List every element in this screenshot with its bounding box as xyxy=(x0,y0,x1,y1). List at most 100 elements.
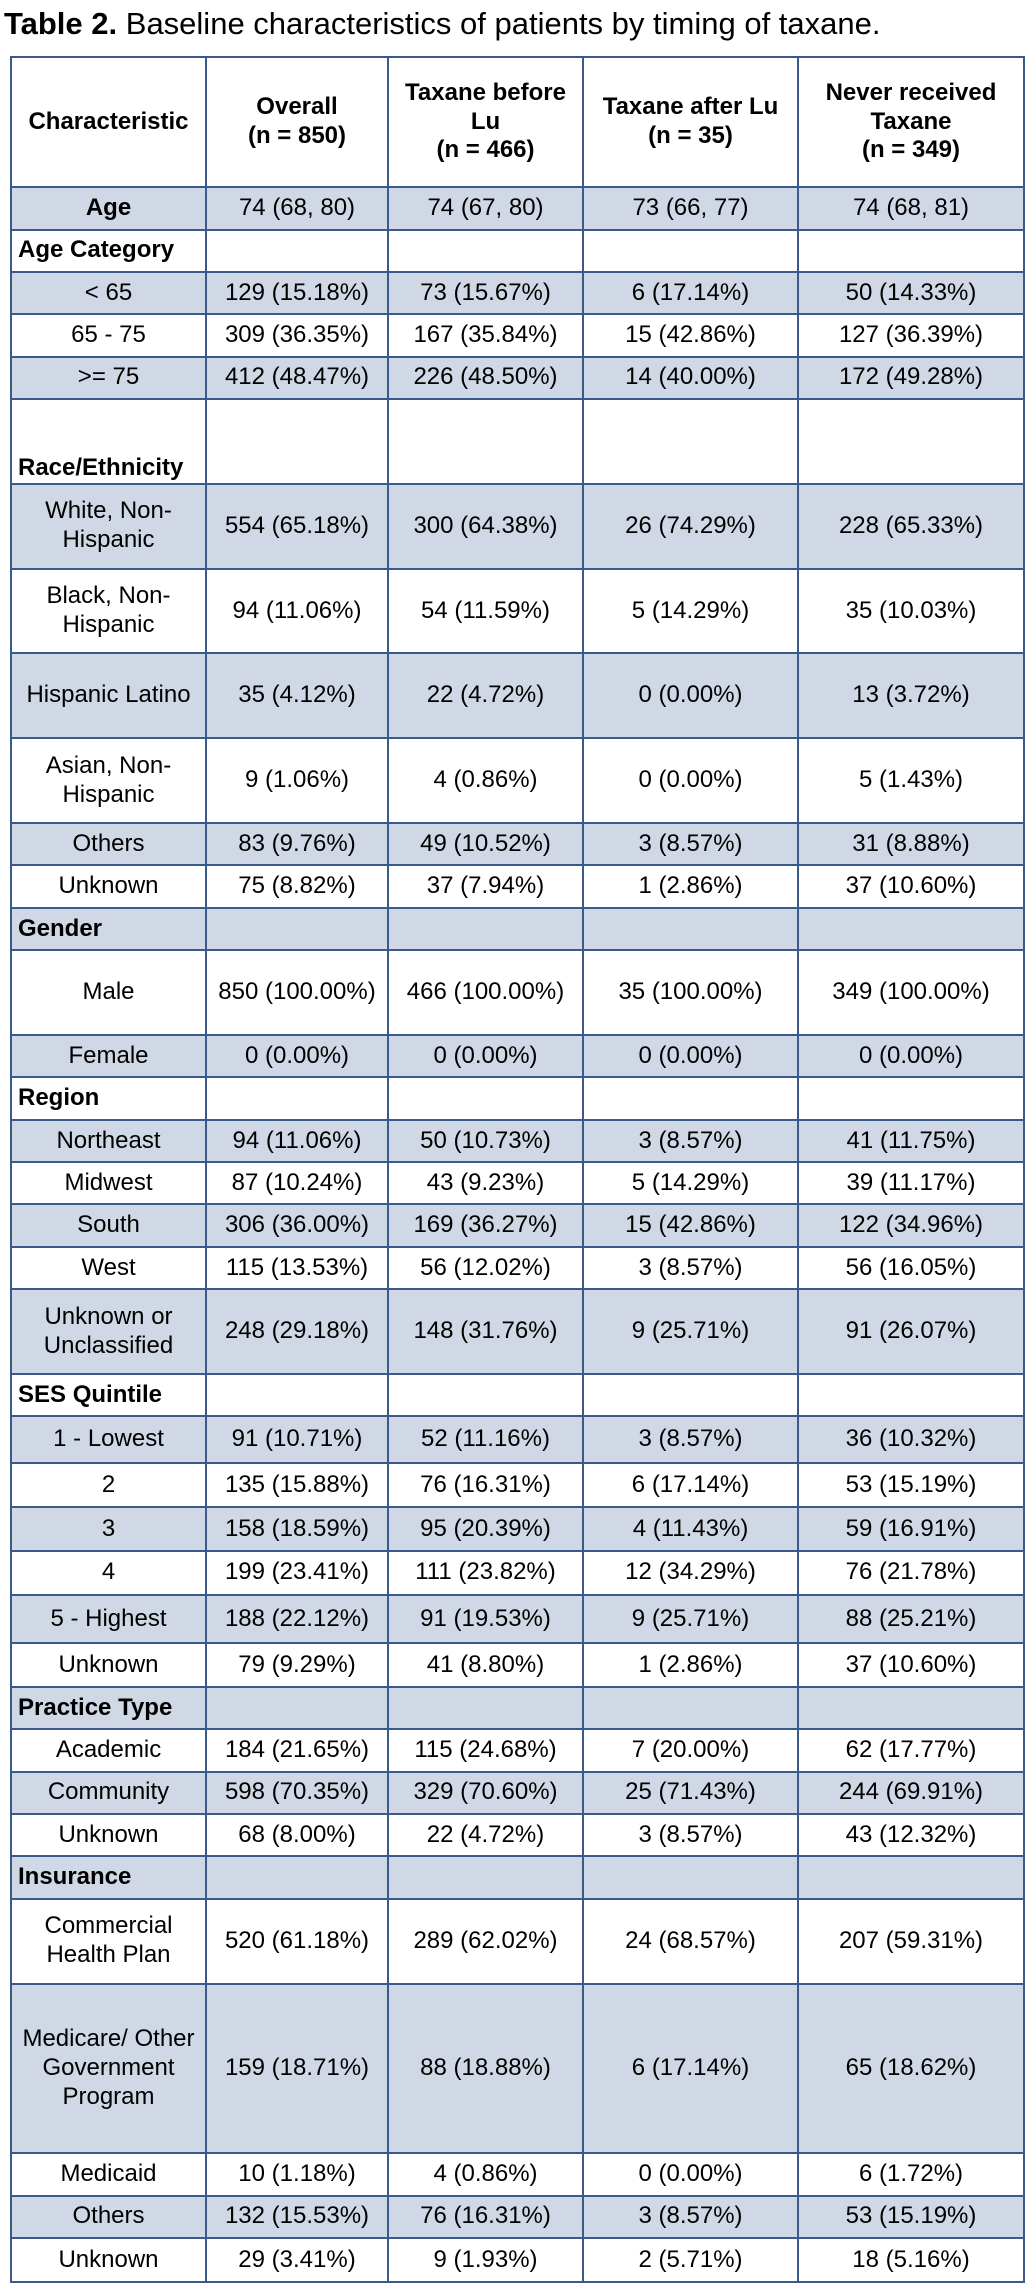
data-cell: 36 (10.32%) xyxy=(797,1415,1025,1465)
empty-cell xyxy=(387,1373,584,1418)
empty-cell xyxy=(582,1855,799,1900)
table-row: >= 75 412 (48.47%) 226 (48.50%) 14 (40.00%)… xyxy=(10,355,1025,401)
data-cell: 76 (16.31%) xyxy=(387,2194,584,2239)
data-cell: 87 (10.24%) xyxy=(205,1161,389,1206)
data-cell: 65 (18.62%) xyxy=(797,1982,1025,2155)
data-cell: 9 (1.06%) xyxy=(205,737,389,824)
table-row: Northeast 94 (11.06%) 50 (10.73%) 3 (8.57%)… xyxy=(10,1118,1025,1164)
table-row: Age 74 (68, 80) 74 (67, 80) 73 (66, 77) 74 (… xyxy=(10,186,1025,231)
data-cell: 1 (2.86%) xyxy=(582,1642,799,1688)
data-cell: 15 (42.86%) xyxy=(582,1203,799,1248)
empty-cell xyxy=(582,398,799,485)
section-label: Gender xyxy=(10,906,207,952)
header-line: (n = 349) xyxy=(861,136,961,164)
data-cell: 7 (20.00%) xyxy=(582,1728,799,1773)
header-row: Characteristic Overall (n = 850) Taxane bef… xyxy=(10,55,1025,189)
table-row: Asian, Non-Hispanic 9 (1.06%) 4 (0.86%) 0 (… xyxy=(10,737,1025,824)
data-cell: 0 (0.00%) xyxy=(582,652,799,740)
empty-cell xyxy=(387,906,584,952)
table-row: Insurance xyxy=(10,1855,1025,1900)
data-cell: 35 (10.03%) xyxy=(797,567,1025,655)
data-cell: 43 (12.32%) xyxy=(797,1813,1025,1858)
data-cell: 91 (26.07%) xyxy=(797,1288,1025,1376)
table-row: < 65 129 (15.18%) 73 (15.67%) 6 (17.14%) 50 … xyxy=(10,270,1025,316)
data-cell: 4 (11.43%) xyxy=(582,1506,799,1552)
data-cell: 10 (1.18%) xyxy=(205,2152,389,2197)
data-cell: 14 (40.00%) xyxy=(582,355,799,401)
header-line: Lu xyxy=(470,107,501,135)
data-cell: 73 (66, 77) xyxy=(582,186,799,231)
data-cell: 111 (23.82%) xyxy=(387,1549,584,1596)
section-label: Region xyxy=(10,1076,207,1121)
table-row: Unknown 79 (9.29%) 41 (8.80%) 1 (2.86%) 37 (… xyxy=(10,1642,1025,1688)
empty-cell xyxy=(582,1685,799,1731)
data-cell: 115 (24.68%) xyxy=(387,1728,584,1773)
data-cell: 95 (20.39%) xyxy=(387,1506,584,1552)
row-label: Midwest xyxy=(10,1161,207,1206)
row-label: Medicaid xyxy=(10,2152,207,2197)
row-label: Unknown xyxy=(10,1642,207,1688)
data-cell: 6 (17.14%) xyxy=(582,1462,799,1509)
data-cell: 76 (16.31%) xyxy=(387,1462,584,1509)
data-cell: 466 (100.00%) xyxy=(387,949,584,1036)
table-row: Medicaid 10 (1.18%) 4 (0.86%) 0 (0.00%) 6 (1… xyxy=(10,2152,1025,2197)
table-row: Practice Type xyxy=(10,1685,1025,1731)
data-cell: 127 (36.39%) xyxy=(797,313,1025,358)
data-cell: 0 (0.00%) xyxy=(582,1033,799,1079)
data-cell: 520 (61.18%) xyxy=(205,1897,389,1985)
empty-cell xyxy=(205,1685,389,1731)
row-label: 3 xyxy=(10,1506,207,1552)
data-cell: 598 (70.35%) xyxy=(205,1770,389,1816)
empty-cell xyxy=(205,398,389,485)
row-label: Commercial Health Plan xyxy=(10,1897,207,1985)
data-cell: 159 (18.71%) xyxy=(205,1982,389,2155)
header-line: Never received xyxy=(825,78,997,106)
empty-cell xyxy=(387,228,584,273)
table-row: Unknown 29 (3.41%) 9 (1.93%) 2 (5.71%) 18 (5… xyxy=(10,2236,1025,2283)
header-cell: Overall (n = 850) xyxy=(205,55,389,189)
row-label: Northeast xyxy=(10,1118,207,1164)
data-cell: 15 (42.86%) xyxy=(582,313,799,358)
row-label: Others xyxy=(10,821,207,867)
data-cell: 73 (15.67%) xyxy=(387,270,584,316)
data-cell: 37 (7.94%) xyxy=(387,864,584,909)
table-row: Unknown or Unclassified 248 (29.18%) 148 (… xyxy=(10,1288,1025,1376)
data-cell: 29 (3.41%) xyxy=(205,2236,389,2283)
table-row: 5 - Highest 188 (22.12%) 91 (19.53%) 9 (25.… xyxy=(10,1593,1025,1645)
table-row: Age Category xyxy=(10,228,1025,273)
data-cell: 49 (10.52%) xyxy=(387,821,584,867)
data-cell: 13 (3.72%) xyxy=(797,652,1025,740)
row-label: Unknown xyxy=(10,2236,207,2283)
title-label: Table 2. xyxy=(4,6,118,41)
header-line: Characteristic xyxy=(28,107,189,135)
data-cell: 850 (100.00%) xyxy=(205,949,389,1036)
empty-cell xyxy=(205,906,389,952)
section-label: Insurance xyxy=(10,1855,207,1900)
table-row: Others 132 (15.53%) 76 (16.31%) 3 (8.57%) 53… xyxy=(10,2194,1025,2239)
table-row: 1 - Lowest 91 (10.71%) 52 (11.16%) 3 (8.57%… xyxy=(10,1415,1025,1465)
data-cell: 3 (8.57%) xyxy=(582,1813,799,1858)
table-row: 65 - 75 309 (36.35%) 167 (35.84%) 15 (42.86… xyxy=(10,313,1025,358)
data-cell: 68 (8.00%) xyxy=(205,1813,389,1858)
empty-cell xyxy=(582,906,799,952)
data-cell: 188 (22.12%) xyxy=(205,1593,389,1645)
data-cell: 59 (16.91%) xyxy=(797,1506,1025,1552)
empty-cell xyxy=(797,228,1025,273)
data-cell: 0 (0.00%) xyxy=(387,1033,584,1079)
data-cell: 248 (29.18%) xyxy=(205,1288,389,1376)
data-cell: 167 (35.84%) xyxy=(387,313,584,358)
table-row: SES Quintile xyxy=(10,1373,1025,1418)
data-cell: 22 (4.72%) xyxy=(387,1813,584,1858)
data-cell: 6 (17.14%) xyxy=(582,270,799,316)
table-row: Hispanic Latino 35 (4.12%) 22 (4.72%) 0 (0.… xyxy=(10,652,1025,740)
data-cell: 135 (15.88%) xyxy=(205,1462,389,1509)
table-row: Gender xyxy=(10,906,1025,952)
data-cell: 35 (100.00%) xyxy=(582,949,799,1036)
row-label: West xyxy=(10,1245,207,1291)
row-label: Hispanic Latino xyxy=(10,652,207,740)
section-label: Practice Type xyxy=(10,1685,207,1731)
data-cell: 129 (15.18%) xyxy=(205,270,389,316)
empty-cell xyxy=(387,398,584,485)
data-cell: 91 (10.71%) xyxy=(205,1415,389,1465)
empty-cell xyxy=(797,1685,1025,1731)
